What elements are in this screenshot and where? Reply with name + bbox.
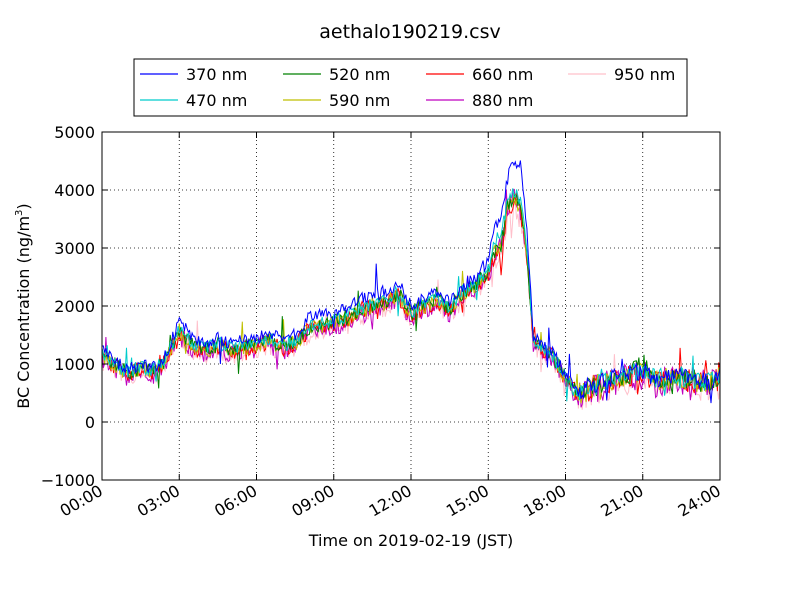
x-tick-label: 12:00	[366, 481, 415, 521]
legend-box	[133, 58, 688, 117]
x-tick-label: 15:00	[443, 481, 492, 521]
y-tick-label: 4000	[54, 181, 95, 200]
x-tick-label: 03:00	[134, 481, 183, 521]
y-tick-label: −1000	[41, 471, 95, 490]
legend-label-370nm: 370 nm	[186, 65, 247, 84]
x-tick-label: 09:00	[288, 481, 337, 521]
legend-label-660nm: 660 nm	[472, 65, 533, 84]
y-axis-label: BC Concentration (ng/m3)	[14, 203, 33, 408]
x-tick-label: 18:00	[520, 481, 569, 521]
x-axis-label: Time on 2019-02-19 (JST)	[308, 531, 513, 550]
y-axis-label-superscript: 3	[14, 210, 25, 216]
chart-title: aethalo190219.csv	[319, 21, 501, 43]
y-tick-label: 1000	[54, 355, 95, 374]
y-tick-label: 0	[85, 413, 95, 432]
y-tick-label: 2000	[54, 297, 95, 316]
y-axis-label-tail: )	[14, 203, 33, 209]
series-layer	[101, 160, 721, 410]
y-tick-label: 3000	[54, 239, 95, 258]
x-tick-label: 06:00	[211, 481, 260, 521]
legend-label-470nm: 470 nm	[186, 91, 247, 110]
y-tick-label: 5000	[54, 123, 95, 142]
legend-label-880nm: 880 nm	[472, 91, 533, 110]
axis-ticks: 00:00 03:00 06:00 09:00 12:00 15:00 18:00 21:00…	[41, 123, 724, 521]
legend: 370 nm 470 nm 520 nm 590 nm 660 nm 880 nm 950 …	[133, 58, 688, 117]
series-line-370nm	[101, 160, 721, 404]
legend-label-590nm: 590 nm	[329, 91, 390, 110]
legend-label-950nm: 950 nm	[614, 65, 675, 84]
x-tick-label: 21:00	[597, 481, 646, 521]
y-axis-label-main: BC Concentration (ng/m	[14, 216, 33, 409]
x-tick-label: 24:00	[675, 481, 724, 521]
legend-label-520nm: 520 nm	[329, 65, 390, 84]
series-line-470nm	[101, 188, 721, 402]
